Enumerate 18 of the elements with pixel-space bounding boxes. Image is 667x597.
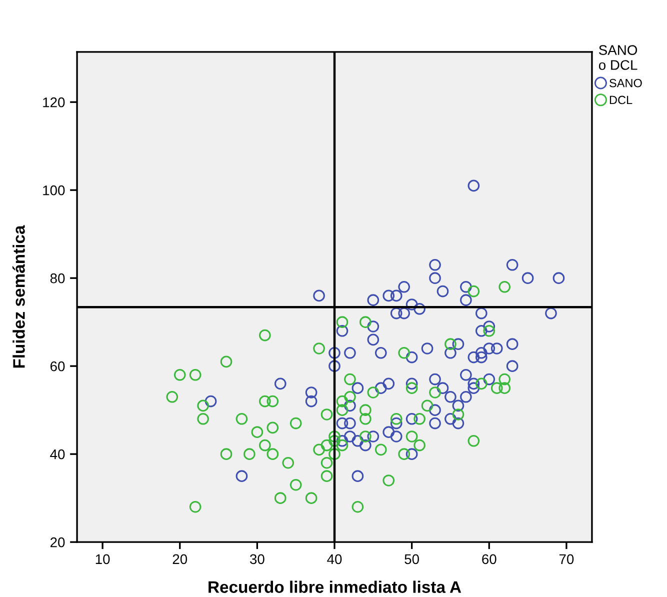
y-tick-label: 120 [43,97,65,108]
legend-title: SANO o DCL [598,45,638,70]
x-tick-label: 70 [559,554,574,564]
y-tick-label: 80 [50,273,65,284]
x-tick-label: 60 [482,554,496,564]
x-tick-label: 50 [404,554,419,564]
x-tick-label: 10 [96,554,110,564]
x-tick-label: 40 [327,554,342,564]
y-axis-title: Fluidez semántica [12,225,25,368]
y-tick-label: 100 [43,185,65,196]
x-axis-title: Recuerdo libre inmediato lista A [208,580,462,593]
legend-label: SANO [610,78,642,88]
y-tick-label: 40 [50,449,65,460]
x-tick-label: 30 [250,554,264,564]
y-tick-label: 60 [50,361,65,372]
y-tick-label: 20 [50,537,65,548]
legend-label: DCL [610,96,632,104]
x-tick-label: 20 [172,554,188,564]
